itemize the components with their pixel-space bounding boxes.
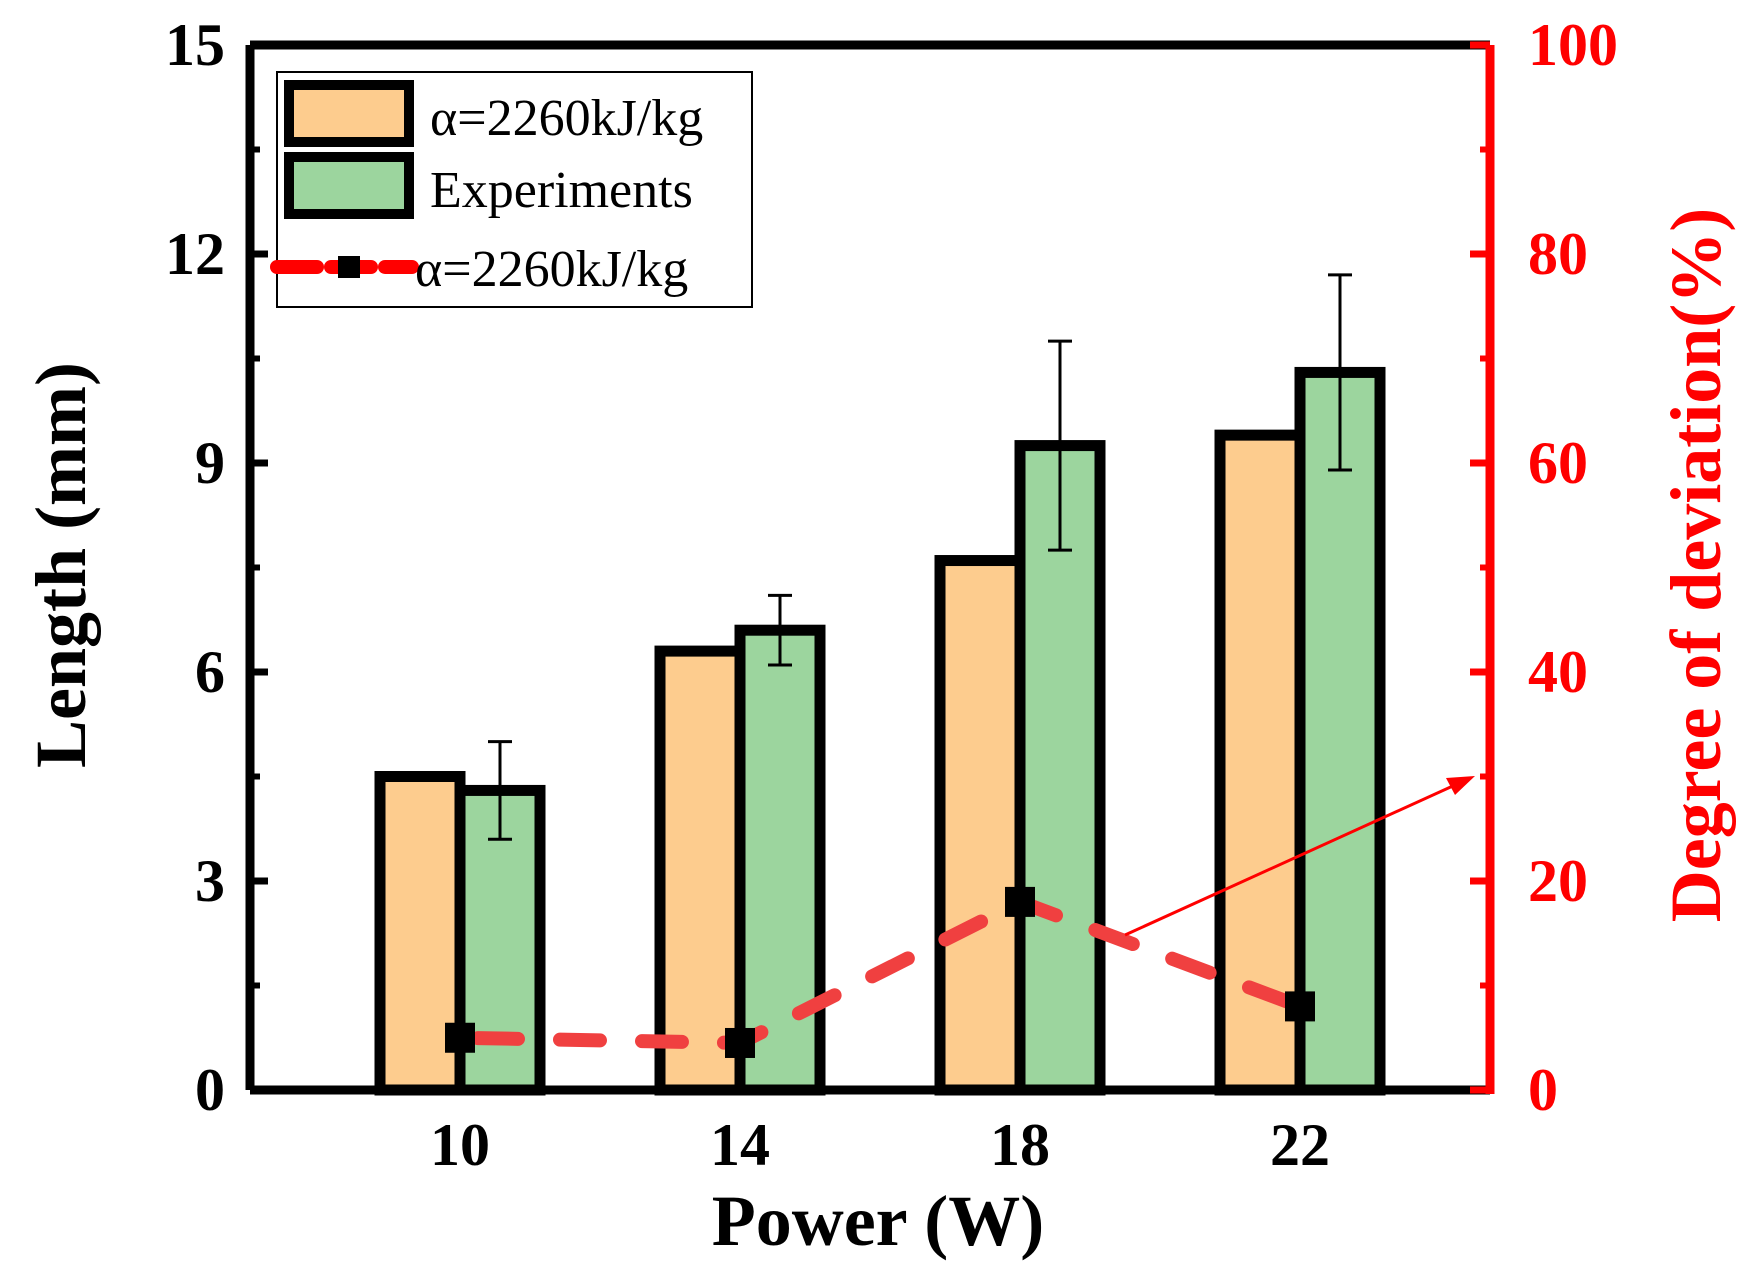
legend-swatch-simulation <box>284 80 414 147</box>
legend-label-deviation: α=2260kJ/kg <box>415 241 688 298</box>
y2-tick-label-0: 0 <box>1528 1057 1558 1123</box>
y-tick-label-3: 3 <box>195 848 225 914</box>
bars-layer <box>374 366 1386 1096</box>
y-tick-label-9: 9 <box>195 430 225 496</box>
legend-label-experiments: Experiments <box>430 162 693 219</box>
x-tick-label-18: 18 <box>990 1112 1050 1178</box>
legend-label-simulation: α=2260kJ/kg <box>430 90 703 147</box>
bar-simulation-18 <box>934 555 1026 1096</box>
bar-experiments-22 <box>1294 366 1386 1096</box>
y-axis-title: Length (mm) <box>21 362 101 768</box>
x-axis-title: Power (W) <box>712 1181 1045 1261</box>
ticks-layer: 0 3 6 9 12 15 0 20 40 60 80 100 10 14 18 22 <box>165 12 1618 1178</box>
annotation-arrow <box>1124 776 1475 937</box>
deviation-marker-18 <box>1005 886 1035 917</box>
deviation-marker-14 <box>725 1027 755 1058</box>
legend-marker-deviation <box>338 256 360 278</box>
legend: α=2260kJ/kg Experiments α=2260kJ/kg <box>270 71 753 308</box>
legend-swatch-experiments <box>284 152 414 219</box>
y2-tick-label-40: 40 <box>1528 639 1588 705</box>
y2-tick-label-20: 20 <box>1528 848 1588 914</box>
deviation-marker-10 <box>445 1022 475 1053</box>
error-bars-layer <box>488 273 1352 841</box>
x-tick-label-10: 10 <box>430 1112 490 1178</box>
y-tick-label-6: 6 <box>195 639 225 705</box>
x-tick-label-22: 22 <box>1270 1112 1330 1178</box>
y2-tick-label-80: 80 <box>1528 221 1588 287</box>
y2-tick-label-60: 60 <box>1528 430 1588 496</box>
deviation-line-layer <box>445 886 1315 1058</box>
y-tick-label-15: 15 <box>165 12 225 78</box>
x-tick-label-14: 14 <box>710 1112 770 1178</box>
bar-experiments-14 <box>734 624 826 1096</box>
y2-axis-title: Degree of deviation(%) <box>1656 208 1736 922</box>
y2-tick-label-100: 100 <box>1528 12 1618 78</box>
bar-simulation-14 <box>654 645 746 1096</box>
y-tick-label-0: 0 <box>195 1057 225 1123</box>
deviation-marker-22 <box>1285 991 1315 1022</box>
y-tick-label-12: 12 <box>165 221 225 287</box>
deviation-line <box>453 894 1307 1051</box>
